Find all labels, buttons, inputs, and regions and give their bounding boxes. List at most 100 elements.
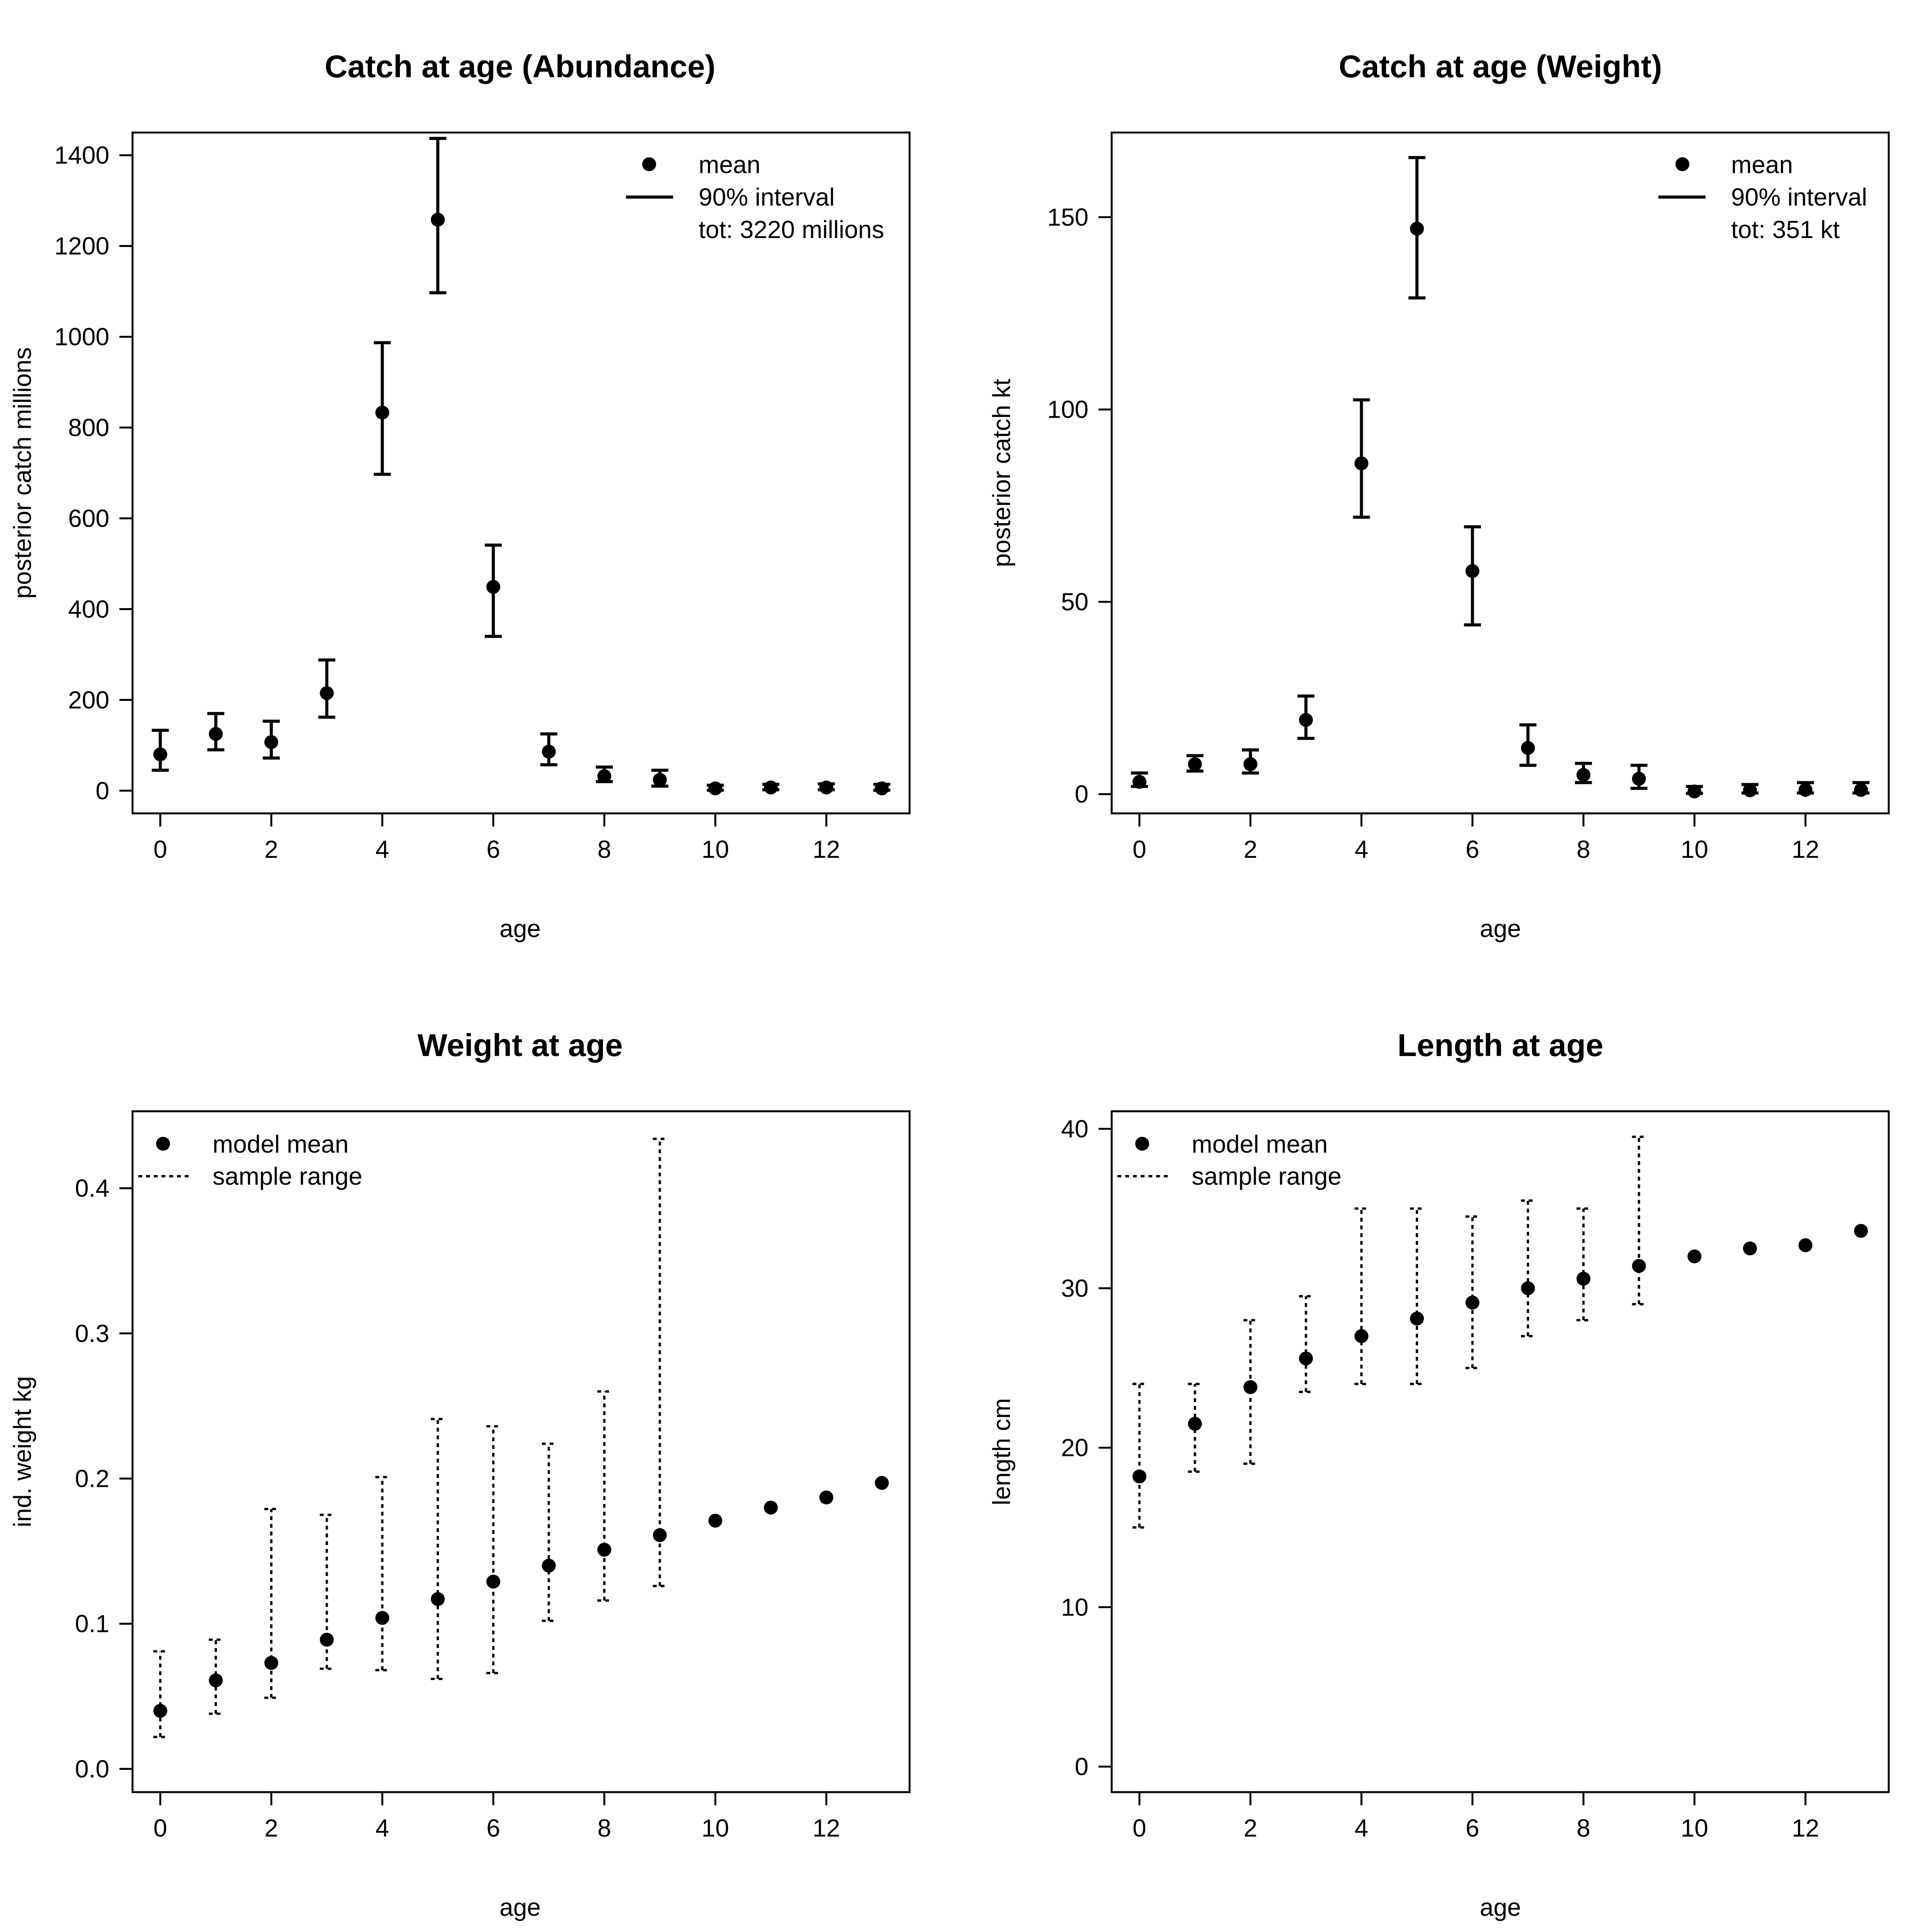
- mean-point: [1798, 1238, 1813, 1252]
- panel-length-at-age: Length at age age length cm 0 2 4 6 8 10 12 0 10…: [988, 1028, 1890, 1921]
- interval-bar: [542, 1442, 556, 1622]
- plot-frame: [131, 1110, 911, 1793]
- x-tick-label: 10: [1681, 835, 1708, 863]
- y-tick-label: 400: [68, 595, 109, 623]
- x-tick-label: 2: [264, 1814, 278, 1842]
- y-tick-label: 20: [1061, 1434, 1088, 1462]
- mean-point: [153, 747, 167, 762]
- x-tick-label: 4: [1355, 1814, 1369, 1842]
- mean-point: [1243, 1380, 1258, 1394]
- interval-bar: [1410, 1207, 1424, 1385]
- interval-bars: [153, 1138, 667, 1738]
- chart-title: Weight at age: [417, 1028, 623, 1063]
- mean-point: [1188, 757, 1202, 771]
- chart-title: Catch at age (Abundance): [325, 49, 715, 84]
- plot-frame: [1111, 131, 1890, 815]
- mean-point: [764, 1500, 778, 1515]
- mean-point: [1632, 1259, 1646, 1273]
- y-tick-label: 0.1: [75, 1610, 109, 1638]
- mean-point: [1632, 772, 1646, 786]
- mean-point: [708, 781, 723, 796]
- x-tick-label: 12: [813, 1814, 840, 1842]
- y-tick-label: 1200: [54, 232, 109, 260]
- mean-point: [431, 213, 445, 227]
- mean-point: [320, 1633, 334, 1647]
- interval-bar: [653, 1138, 667, 1587]
- x-tick-label: 12: [1792, 1814, 1819, 1842]
- x-axis-label: age: [500, 915, 541, 942]
- axis-ticks: 0 2 4 6 8 10 12 0.0 0.1 0.2 0.3 0.4: [75, 1174, 840, 1842]
- interval-bars: [1131, 156, 1870, 795]
- y-tick-label: 30: [1061, 1274, 1088, 1302]
- x-tick-label: 8: [1577, 1814, 1590, 1842]
- y-tick-label: 40: [1061, 1115, 1088, 1143]
- interval-bar: [1188, 1383, 1202, 1473]
- y-tick-label: 0.2: [75, 1465, 109, 1493]
- x-tick-label: 8: [1577, 835, 1590, 863]
- panel-catch-weight: Catch at age (Weight) age posterior catc…: [988, 49, 1890, 942]
- interval-bar: [1576, 1207, 1590, 1321]
- y-tick-label: 100: [1047, 396, 1088, 423]
- interval-bar: [153, 1650, 167, 1738]
- x-tick-label: 8: [597, 1814, 611, 1842]
- mean-point: [1465, 564, 1480, 578]
- mean-point: [1299, 1351, 1313, 1366]
- legend: model mean sample range: [1117, 1130, 1342, 1190]
- panel-catch-abundance: Catch at age (Abundance) age posterior c…: [9, 49, 911, 942]
- mean-point: [1188, 1417, 1202, 1431]
- y-tick-label: 0: [1075, 1753, 1088, 1781]
- x-tick-label: 0: [1133, 1814, 1146, 1842]
- x-tick-label: 0: [1133, 835, 1146, 863]
- mean-point: [1854, 783, 1868, 797]
- chart-title: Length at age: [1397, 1028, 1603, 1063]
- x-tick-label: 0: [153, 1814, 167, 1842]
- interval-bar: [597, 1390, 611, 1602]
- mean-point: [1521, 741, 1535, 755]
- mean-point: [875, 1476, 889, 1490]
- legend-entry-range: sample range: [1192, 1162, 1342, 1190]
- plot-frame: [1111, 1110, 1890, 1793]
- mean-point: [320, 686, 334, 700]
- interval-bar: [1299, 1295, 1313, 1393]
- y-tick-label: 1000: [54, 323, 109, 351]
- x-axis-label: age: [1480, 1893, 1521, 1921]
- mean-point: [653, 1528, 667, 1543]
- legend-entry-total: tot: 3220 millions: [699, 216, 884, 243]
- legend-entry-interval: 90% interval: [699, 183, 835, 211]
- interval-bar: [375, 1476, 389, 1672]
- interval-bar: [1465, 1215, 1480, 1369]
- mean-point: [597, 769, 611, 783]
- mean-point: [1687, 1249, 1702, 1264]
- y-tick-label: 800: [68, 414, 109, 442]
- plot-frame: [131, 131, 911, 815]
- legend: mean 90% interval tot: 3220 millions: [626, 151, 884, 243]
- y-tick-label: 0.0: [75, 1755, 109, 1783]
- mean-point: [209, 1673, 223, 1687]
- mean-point: [1798, 783, 1813, 797]
- legend-mean-symbol: [1675, 157, 1689, 171]
- mean-point: [819, 1490, 833, 1505]
- legend-entry-mean: model mean: [1192, 1130, 1328, 1158]
- y-tick-label: 0: [95, 777, 109, 804]
- x-tick-label: 10: [702, 1814, 729, 1842]
- x-tick-label: 6: [1466, 1814, 1480, 1842]
- legend-entry-mean: mean: [699, 151, 760, 179]
- mean-point: [875, 781, 889, 796]
- legend-mean-symbol: [156, 1137, 170, 1151]
- interval-bars: [1132, 1136, 1646, 1529]
- y-tick-label: 600: [68, 504, 109, 532]
- x-tick-label: 2: [264, 835, 278, 863]
- y-tick-label: 50: [1061, 588, 1088, 616]
- y-tick-label: 1400: [54, 141, 109, 169]
- x-tick-label: 8: [597, 835, 611, 863]
- x-tick-label: 12: [813, 835, 840, 863]
- mean-point: [209, 727, 223, 741]
- mean-point: [153, 1704, 167, 1718]
- mean-point: [1410, 1311, 1424, 1326]
- mean-point: [1687, 784, 1702, 799]
- interval-bar: [1354, 1207, 1369, 1385]
- x-tick-label: 10: [1681, 1814, 1708, 1842]
- mean-point: [1243, 757, 1258, 771]
- mean-points: [1132, 1224, 1868, 1483]
- x-tick-label: 4: [376, 1814, 389, 1842]
